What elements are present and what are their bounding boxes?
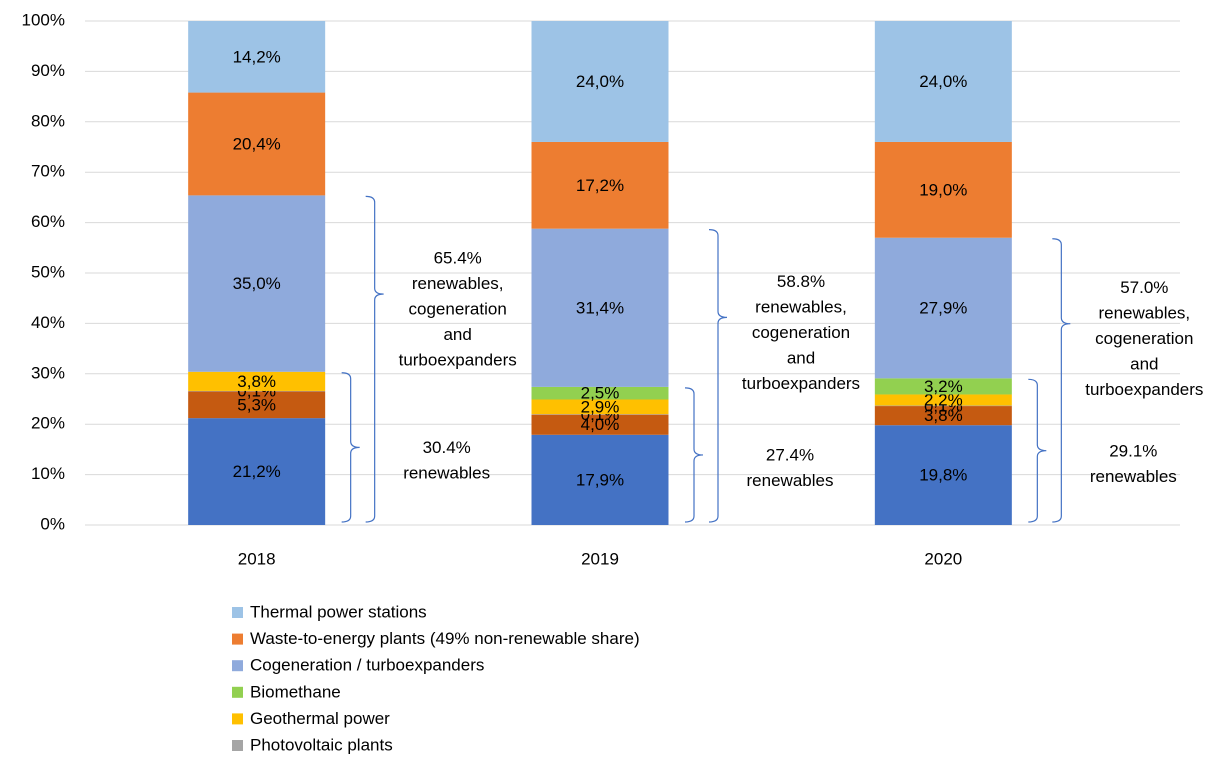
legend-swatch	[232, 713, 243, 725]
bar-segment	[188, 92, 326, 196]
annotation: cogeneration	[1095, 329, 1193, 348]
data-label: 5,3%	[237, 395, 276, 414]
y-tick-label: 40%	[31, 313, 65, 332]
annotation: renewables	[1090, 467, 1177, 486]
data-label: 2,5%	[581, 384, 620, 403]
bracket	[341, 372, 360, 523]
bar-segment	[531, 414, 669, 415]
bar-segment	[874, 21, 1012, 142]
data-label: 35,0%	[233, 274, 281, 293]
bar-segment	[531, 399, 669, 415]
bar-segment	[188, 371, 326, 391]
legend-swatch	[232, 686, 243, 698]
bar-segment	[874, 237, 1012, 379]
data-label: 2,9%	[581, 397, 620, 416]
legend-label: Thermal power stations	[250, 602, 427, 621]
data-label: 3,2%	[924, 377, 963, 396]
annotation: 29.1%	[1109, 441, 1157, 460]
annotation: turboexpanders	[399, 351, 517, 370]
annotation: renewables	[747, 471, 834, 490]
annotation: 27.4%	[766, 446, 814, 465]
legend-label: Biomethane	[250, 682, 341, 701]
bar-segment	[188, 195, 326, 372]
legend-swatch	[232, 740, 243, 751]
y-tick-label: 100%	[22, 10, 65, 29]
annotation: 58.8%	[777, 272, 825, 291]
annotation: 65.4%	[434, 249, 482, 268]
annotation: and	[787, 348, 815, 367]
x-tick-label: 2020	[924, 549, 962, 568]
bar-segment	[874, 378, 1012, 395]
annotation: turboexpanders	[742, 374, 860, 393]
bracket	[365, 195, 384, 523]
bracket	[1028, 378, 1047, 523]
annotation: renewables,	[755, 297, 847, 316]
annotation: cogeneration	[409, 300, 507, 319]
data-label: 14,2%	[233, 47, 281, 66]
data-label: 19,0%	[919, 180, 967, 199]
data-label: 19,8%	[919, 466, 967, 485]
bar-segment	[188, 21, 326, 93]
x-tick-label: 2019	[581, 549, 619, 568]
bar-segment	[531, 386, 669, 400]
bracket	[708, 229, 728, 523]
bar-segment	[531, 414, 669, 435]
legend-label: Geothermal power	[250, 709, 390, 728]
legend-label: Cogeneration / turboexpanders	[250, 656, 484, 675]
data-label: 3,8%	[237, 372, 276, 391]
annotation: and	[443, 325, 471, 344]
y-tick-label: 60%	[31, 212, 65, 231]
data-label: 20,4%	[233, 134, 281, 153]
bar-segment	[531, 141, 669, 229]
y-tick-label: 70%	[31, 162, 65, 181]
data-label: 2,2%	[924, 390, 963, 409]
legend-swatch	[232, 660, 243, 672]
annotation: 30.4%	[423, 438, 471, 457]
annotation: and	[1130, 355, 1158, 374]
data-label: 27,9%	[919, 299, 967, 318]
bar-segment	[874, 406, 1012, 426]
annotation: renewables	[403, 464, 490, 483]
y-tick-label: 20%	[31, 414, 65, 433]
data-label: 17,2%	[576, 176, 624, 195]
data-label: 4,0%	[581, 415, 620, 434]
annotation: 57.0%	[1120, 278, 1168, 297]
data-label: 21,2%	[233, 462, 281, 481]
y-tick-label: 10%	[31, 464, 65, 483]
bracket	[1052, 238, 1071, 523]
bar-segment	[874, 405, 1012, 407]
bar-segment	[188, 391, 326, 419]
legend-swatch	[232, 633, 243, 645]
bar-segment	[531, 21, 669, 142]
data-label: 24,0%	[576, 72, 624, 91]
annotation: renewables,	[412, 274, 504, 293]
y-tick-label: 50%	[31, 262, 65, 281]
annotation: renewables,	[1098, 304, 1190, 323]
bar-segment	[531, 228, 669, 387]
y-tick-label: 90%	[31, 61, 65, 80]
y-tick-label: 30%	[31, 363, 65, 382]
data-label: 17,9%	[576, 470, 624, 489]
bar-segment	[188, 418, 326, 525]
bar-segment	[531, 434, 669, 525]
legend-label: Photovoltaic plants	[250, 735, 393, 754]
data-label: 3,8%	[924, 406, 963, 425]
bar-segment	[188, 390, 326, 392]
bracket	[684, 387, 704, 523]
legend-label: Waste-to-energy plants (49% non-renewabl…	[250, 629, 640, 648]
y-tick-label: 80%	[31, 111, 65, 130]
bar-segment	[874, 141, 1012, 238]
annotation: turboexpanders	[1085, 380, 1203, 399]
data-label: 24,0%	[919, 72, 967, 91]
bar-segment	[874, 425, 1012, 525]
legend-swatch	[232, 607, 243, 618]
annotation: cogeneration	[752, 323, 850, 342]
bar-segment	[874, 394, 1012, 406]
y-tick-label: 0%	[40, 514, 65, 533]
data-label: 31,4%	[576, 298, 624, 317]
x-tick-label: 2018	[238, 549, 276, 568]
